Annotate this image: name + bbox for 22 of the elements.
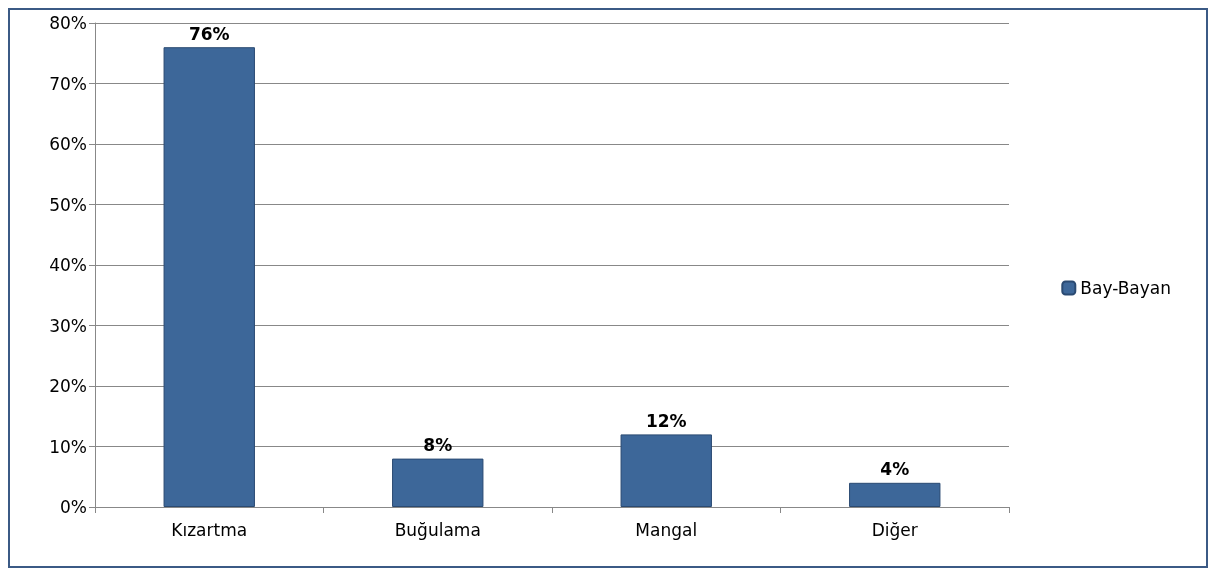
- data-label: 12%: [645, 410, 687, 431]
- x-tick-label: Buğulama: [394, 519, 481, 540]
- y-tick-label: 0%: [60, 497, 87, 517]
- y-tick-label: 20%: [49, 376, 87, 396]
- data-label: 8%: [423, 435, 453, 456]
- x-tick-label: Diğer: [871, 519, 918, 540]
- data-label: 76%: [188, 23, 230, 44]
- y-tick-label: 30%: [49, 315, 87, 336]
- y-tick-label: 70%: [49, 73, 87, 94]
- y-tick-label: 10%: [49, 436, 87, 457]
- y-tick-label: 80%: [49, 13, 87, 33]
- bar: [620, 434, 712, 507]
- legend-label: Bay-Bayan: [1080, 278, 1171, 298]
- y-tick-label: 40%: [49, 255, 87, 275]
- y-tick-label: 50%: [49, 194, 87, 215]
- bar: [849, 482, 941, 507]
- y-tick-label: 60%: [49, 134, 87, 154]
- bar: [392, 458, 484, 507]
- x-tick-label: Kızartma: [171, 519, 248, 540]
- x-tick-label: Mangal: [635, 519, 698, 540]
- bar: [163, 47, 255, 507]
- data-label: 4%: [880, 459, 910, 480]
